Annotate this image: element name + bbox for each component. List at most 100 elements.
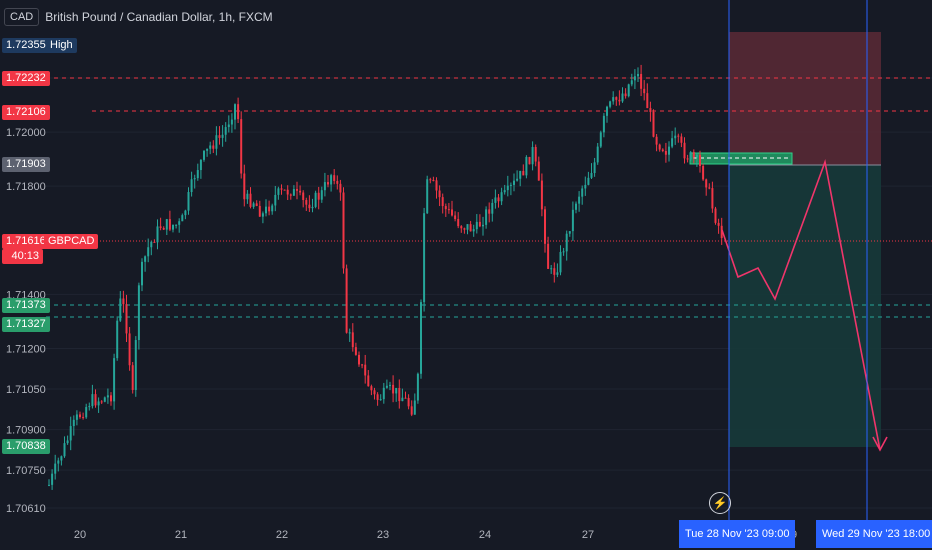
y-axis-ticks: 1.722001.720001.718001.714001.712001.710… [6, 73, 46, 515]
candle-body [466, 224, 469, 230]
candle-body [454, 215, 457, 220]
high-price-label: 1.72355 [2, 38, 50, 53]
candle-body [218, 135, 221, 138]
candle-body [578, 196, 581, 204]
candle-body [72, 419, 75, 427]
candle-body [438, 190, 441, 198]
candle-body [79, 414, 81, 418]
candle-body [63, 443, 66, 457]
candle-body [593, 162, 596, 174]
candle-body [286, 189, 289, 195]
candle-body [590, 173, 593, 178]
candle-body [686, 158, 689, 160]
entry-box [689, 152, 793, 165]
candle-body [323, 182, 326, 191]
candle-body [317, 192, 320, 200]
candle-body [392, 384, 395, 394]
candle-body [447, 209, 450, 211]
candle-body [385, 385, 388, 388]
candle-body [528, 157, 531, 165]
flash-icon[interactable]: ⚡ [709, 492, 731, 514]
candle-body [373, 390, 376, 395]
candle-body [404, 397, 407, 399]
candle-body [488, 209, 491, 214]
candle-body [602, 115, 605, 133]
candle-body [432, 180, 435, 182]
candle-body [640, 73, 643, 89]
candle-body [519, 170, 522, 179]
candle-body [451, 209, 453, 216]
candle-body [509, 184, 512, 186]
symbol-box[interactable]: CAD [4, 8, 40, 26]
take-profit-zone [729, 165, 881, 447]
x-tick-label: 22 [276, 529, 288, 541]
candle-body [119, 298, 122, 321]
candle-body [609, 101, 612, 107]
candle-body [556, 272, 559, 275]
candle-body [485, 209, 488, 225]
level-label-5: 1.71327 [2, 317, 50, 332]
candle-body [106, 395, 109, 398]
candle-body [125, 304, 128, 334]
candle-body [534, 147, 537, 162]
candle-body [230, 119, 233, 125]
candle-body [497, 197, 500, 202]
current-price-label: 1.71616 [2, 234, 50, 249]
candle-body [190, 179, 193, 193]
candle-body [280, 188, 283, 190]
candle-body [683, 142, 686, 159]
candle-body [302, 192, 305, 201]
candle-body [268, 206, 271, 212]
candle-body [175, 224, 178, 226]
candle-body [695, 154, 698, 158]
candlesticks [48, 64, 723, 490]
candle-body [327, 182, 329, 185]
y-tick-label: 1.71800 [6, 181, 46, 193]
candle-body [85, 407, 88, 418]
candle-body [97, 401, 100, 406]
candle-body [103, 397, 106, 402]
candle-body [503, 190, 506, 193]
candle-body [165, 219, 168, 230]
grid-lines [46, 77, 932, 509]
candle-body [692, 152, 695, 158]
candle-body [184, 210, 187, 216]
candle-body [215, 135, 218, 149]
candle-body [261, 213, 264, 217]
candle-body [110, 395, 112, 402]
candle-body [711, 188, 714, 209]
candle-body [54, 463, 57, 474]
candle-body [668, 146, 670, 155]
candle-body [562, 251, 565, 253]
candle-body [147, 247, 150, 257]
position-zones [689, 32, 881, 447]
candle-body [379, 399, 382, 401]
candle-body [547, 243, 550, 269]
candle-body [113, 358, 116, 402]
candle-body [389, 384, 391, 386]
candle-body [128, 333, 131, 366]
candle-body [308, 204, 311, 209]
candle-body [420, 302, 422, 374]
candle-body [274, 194, 277, 206]
candle-body [550, 268, 553, 270]
vertical-lines [728, 0, 868, 520]
candle-body [181, 215, 184, 222]
candle-body [708, 187, 711, 189]
candle-body [540, 180, 543, 210]
candle-body [382, 387, 385, 400]
candle-body [407, 397, 410, 407]
x-tick-label: 24 [479, 529, 491, 541]
candle-body [314, 192, 317, 207]
y-tick-label: 1.71200 [6, 343, 46, 355]
y-tick-label: 1.70610 [6, 503, 46, 515]
low-price-label: 1.70838 [2, 439, 50, 454]
candle-body [522, 170, 525, 176]
candle-body [162, 227, 165, 230]
candle-body [416, 373, 419, 401]
x-axis-ticks: 20212223242729 [74, 529, 797, 541]
y-tick-label: 1.70750 [6, 465, 46, 477]
candle-body [246, 193, 249, 200]
candle-body [206, 148, 209, 151]
